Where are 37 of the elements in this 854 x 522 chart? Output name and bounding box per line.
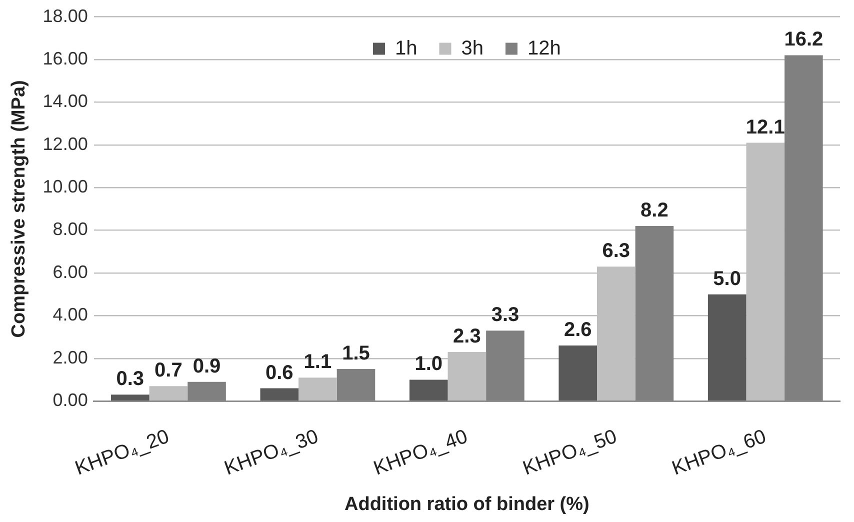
data-label: 1.5	[342, 342, 370, 365]
y-axis-title: Compressive strength (MPa)	[8, 80, 30, 338]
y-tick-label: 2.00	[52, 347, 88, 368]
y-tick-label: 8.00	[52, 219, 88, 240]
data-label: 2.6	[564, 319, 592, 342]
data-label: 0.9	[192, 355, 221, 378]
bar	[298, 378, 337, 400]
data-label: 0.7	[154, 360, 182, 382]
y-tick-label: 18.00	[42, 6, 88, 26]
y-tick-label: 10.00	[42, 176, 88, 197]
data-label: 1.1	[304, 351, 332, 374]
y-tick-label: 6.00	[52, 262, 88, 282]
bar	[558, 346, 597, 400]
bar	[409, 380, 448, 400]
data-label: 1.0	[414, 353, 443, 376]
y-tick-label: 16.00	[42, 48, 88, 68]
bar	[708, 294, 746, 400]
bar	[111, 394, 150, 400]
y-tick-label: 4.00	[52, 304, 88, 325]
y-tick-label: 12.00	[42, 134, 88, 154]
y-tick-label: 14.00	[42, 91, 88, 112]
data-label: 5.0	[713, 268, 741, 290]
data-label: 8.2	[640, 200, 668, 222]
data-label: 12.1	[746, 116, 785, 138]
data-label: 0.3	[116, 368, 144, 390]
data-label: 0.6	[265, 362, 294, 384]
x-axis-title: Addition ratio of binder (%)	[344, 494, 590, 515]
data-label: 2.3	[453, 325, 481, 348]
bar	[149, 386, 188, 400]
y-tick-label: 0.00	[52, 390, 88, 410]
legend-label: 1h	[394, 37, 418, 60]
data-label: 16.2	[784, 28, 824, 51]
data-label: 3.3	[491, 304, 520, 326]
legend-label: 12h	[527, 37, 561, 60]
data-label: 6.3	[602, 240, 630, 262]
legend-label: 3h	[461, 37, 484, 60]
bar	[260, 388, 299, 400]
